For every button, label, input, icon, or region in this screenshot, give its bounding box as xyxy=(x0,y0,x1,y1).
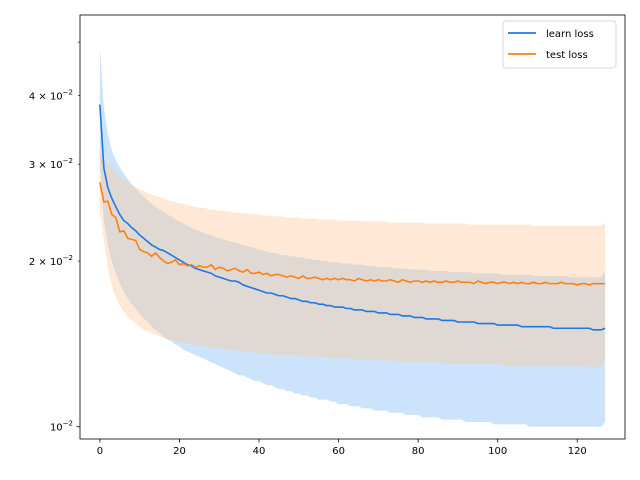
legend-label-test-loss: test loss xyxy=(546,50,588,61)
y-tick-label: 10−2 xyxy=(50,420,73,434)
y-tick-label: 2 × 10−2 xyxy=(29,254,73,268)
x-tick-label: 60 xyxy=(332,446,345,457)
legend: learn loss test loss xyxy=(502,20,617,69)
x-tick-label: 20 xyxy=(173,446,186,457)
axes xyxy=(79,14,626,440)
y-tick-label: 4 × 10−2 xyxy=(29,88,73,102)
plot-frame xyxy=(79,14,626,440)
band-test-loss xyxy=(99,148,606,368)
x-axis-ticks: 0 20 40 60 80 100 120 xyxy=(97,439,587,457)
band-learn-loss xyxy=(99,46,606,427)
x-tick-label: 100 xyxy=(488,446,507,457)
y-axis-ticks: 10−2 2 × 10−2 3 × 10−2 4 × 10−2 xyxy=(29,41,80,434)
x-tick-label: 80 xyxy=(412,446,425,457)
line-learn-loss xyxy=(99,104,606,331)
legend-label-learn-loss: learn loss xyxy=(546,29,594,40)
y-tick-label: 3 × 10−2 xyxy=(29,157,73,171)
series-lines xyxy=(99,104,606,331)
x-tick-label: 40 xyxy=(253,446,266,457)
x-tick-label: 120 xyxy=(568,446,587,457)
confidence-bands xyxy=(99,46,606,427)
x-tick-label: 0 xyxy=(97,446,103,457)
line-test-loss xyxy=(99,182,606,286)
